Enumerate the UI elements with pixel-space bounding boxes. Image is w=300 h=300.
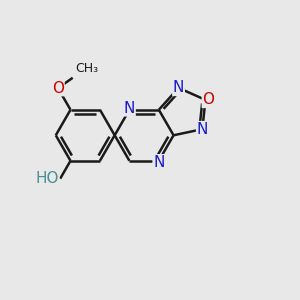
Text: N: N bbox=[153, 155, 164, 170]
Text: O: O bbox=[52, 81, 64, 96]
Text: N: N bbox=[197, 122, 208, 137]
Text: HO: HO bbox=[35, 171, 59, 186]
Text: N: N bbox=[173, 80, 184, 95]
Text: N: N bbox=[124, 101, 135, 116]
Text: CH₃: CH₃ bbox=[76, 62, 99, 75]
Text: O: O bbox=[202, 92, 214, 107]
